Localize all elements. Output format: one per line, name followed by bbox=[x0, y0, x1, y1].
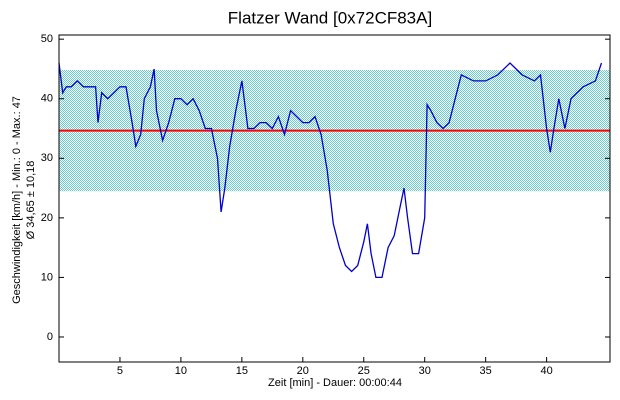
y-tick-label: 20 bbox=[41, 212, 53, 224]
x-tick-label: 40 bbox=[540, 365, 552, 377]
y-axis-label: Geschwindigkeit [km/h] - Min.: 0 - Max.:… bbox=[11, 96, 23, 304]
y-tick-label: 40 bbox=[41, 93, 53, 105]
x-tick-label: 15 bbox=[236, 365, 248, 377]
x-tick-label: 35 bbox=[480, 365, 492, 377]
x-axis-label: Zeit [min] - Dauer: 00:00:44 bbox=[268, 377, 402, 389]
speed-line bbox=[58, 62, 603, 279]
chart-title: Flatzer Wand [0x72CF83A] bbox=[228, 8, 432, 27]
x-tick-label: 25 bbox=[358, 365, 370, 377]
y-tick-label: 50 bbox=[41, 33, 53, 45]
plot-border bbox=[58, 34, 611, 363]
y-tick-label: 0 bbox=[47, 331, 53, 343]
x-tick-label: 10 bbox=[175, 365, 187, 377]
x-tick-label: 5 bbox=[117, 365, 123, 377]
x-tick-label: 30 bbox=[419, 365, 431, 377]
x-tick-label: 20 bbox=[297, 365, 309, 377]
y-axis-stats: Ø 34,65 ± 10,18 bbox=[25, 161, 37, 240]
y-tick-label: 10 bbox=[41, 271, 53, 283]
y-tick-label: 30 bbox=[41, 152, 53, 164]
